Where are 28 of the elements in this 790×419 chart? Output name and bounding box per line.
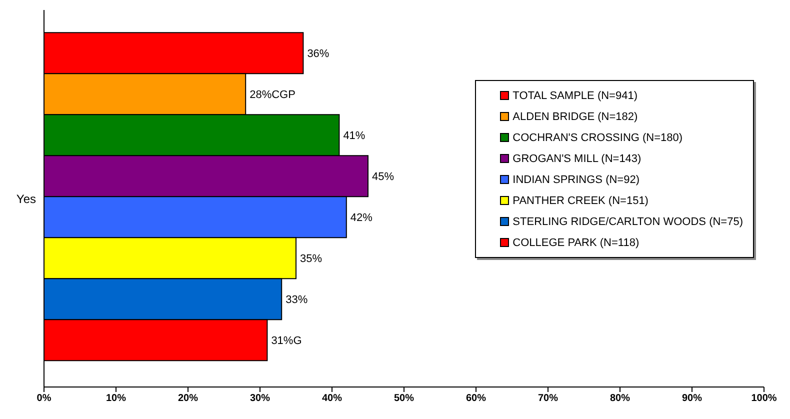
x-tick-label: 30% — [250, 393, 270, 404]
x-tick-label: 70% — [538, 393, 558, 404]
legend-label: GROGAN'S MILL (N=143) — [512, 152, 642, 164]
data-label: 33% — [286, 294, 308, 306]
data-label: 42% — [350, 212, 373, 224]
legend-label: COLLEGE PARK (N=118) — [512, 236, 640, 248]
legend-label: COCHRAN'S CROSSING (N=180) — [512, 132, 683, 144]
legend-label: INDIAN SPRINGS (N=92) — [512, 174, 640, 186]
legend-label: TOTAL SAMPLE (N=941) — [512, 90, 638, 102]
x-tick-label: 0% — [36, 393, 52, 404]
y-tick-label: Yes — [16, 192, 36, 206]
x-tick-label: 100% — [751, 393, 777, 404]
data-label: 41% — [343, 130, 366, 142]
data-label: 35% — [300, 253, 322, 266]
legend-label: STERLING RIDGE/CARLTON WOODS (N=75) — [512, 216, 743, 228]
x-tick-label: 60% — [466, 393, 486, 404]
legend-label: PANTHER CREEK (N=151) — [512, 194, 648, 206]
x-tick-label: 50% — [394, 393, 414, 404]
x-tick-label: 10% — [106, 393, 126, 404]
x-tick-label: 20% — [178, 393, 198, 404]
data-label: 28%CGP — [250, 89, 296, 102]
x-tick-label: 40% — [322, 393, 342, 404]
x-tick-label: 90% — [682, 393, 702, 404]
legend-label: ALDEN BRIDGE (N=182) — [512, 110, 638, 122]
data-label: 31%G — [271, 335, 302, 348]
data-label: 45% — [372, 171, 394, 184]
data-label: 36% — [307, 48, 330, 60]
x-tick-label: 80% — [610, 393, 630, 404]
